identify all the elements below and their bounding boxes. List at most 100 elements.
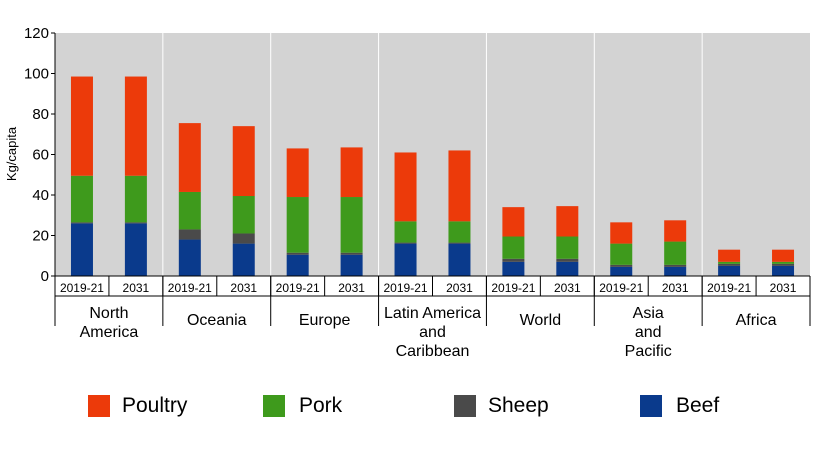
bar-beef xyxy=(124,223,147,276)
x-group-label: World xyxy=(520,312,562,329)
x-group-label-line: Asia xyxy=(633,305,664,322)
bar-sheep xyxy=(232,233,255,244)
bar-beef xyxy=(286,254,309,276)
x-group-label-line: Caribbean xyxy=(396,343,470,360)
legend-label-sheep: Sheep xyxy=(488,394,549,417)
bar-pork xyxy=(610,243,633,265)
x-group-label-line: World xyxy=(520,312,562,329)
bar-sheep xyxy=(718,263,741,266)
bar-pork xyxy=(556,236,579,259)
plot-background xyxy=(55,33,810,276)
bar-beef xyxy=(340,254,363,276)
bar-sheep xyxy=(70,222,93,224)
legend-label-beef: Beef xyxy=(676,394,720,417)
bar-pork xyxy=(178,191,201,230)
pork-swatch xyxy=(263,395,285,417)
y-tick-label: 100 xyxy=(24,66,49,83)
x-category-label: 2019-21 xyxy=(599,281,643,295)
bar-sheep xyxy=(664,264,687,267)
bar-sheep xyxy=(286,252,309,255)
bar-beef xyxy=(718,265,741,276)
bar-poultry xyxy=(718,249,741,262)
x-group-label: Asia and Pacific xyxy=(625,305,672,360)
bar-sheep xyxy=(772,263,795,266)
bar-beef xyxy=(502,261,525,276)
y-tick-label: 20 xyxy=(32,228,49,245)
x-group-label-line: Pacific xyxy=(625,343,672,360)
bar-sheep xyxy=(448,242,471,244)
bar-poultry xyxy=(286,148,309,198)
bar-pork xyxy=(448,221,471,243)
bar-pork xyxy=(70,175,93,223)
bar-poultry xyxy=(340,147,363,198)
x-group-label-line: and xyxy=(419,324,446,341)
bar-sheep xyxy=(610,264,633,267)
bar-sheep xyxy=(556,258,579,262)
bar-poultry xyxy=(232,126,255,197)
y-tick-label: 60 xyxy=(32,147,49,164)
x-category-label: 2031 xyxy=(770,281,797,295)
bar-beef xyxy=(610,266,633,276)
legend-item-poultry: Poultry xyxy=(88,388,187,424)
bar-sheep xyxy=(394,242,417,244)
bar-pork xyxy=(502,236,525,259)
bar-pork xyxy=(664,241,687,265)
x-category-label: 2019-21 xyxy=(168,281,212,295)
bar-poultry xyxy=(124,76,147,176)
bar-beef xyxy=(448,243,471,276)
bar-pork xyxy=(394,221,417,243)
bar-beef xyxy=(232,243,255,276)
x-category-label: 2031 xyxy=(230,281,257,295)
bar-sheep xyxy=(124,222,147,224)
bar-pork xyxy=(124,175,147,223)
x-category-label: 2031 xyxy=(554,281,581,295)
bar-pork xyxy=(286,197,309,253)
bar-beef xyxy=(772,265,795,276)
legend: Poultry Pork Sheep Beef xyxy=(0,388,820,428)
bar-poultry xyxy=(664,220,687,242)
x-category-label: 2019-21 xyxy=(707,281,751,295)
bar-beef xyxy=(394,243,417,276)
bar-beef xyxy=(70,223,93,276)
bar-sheep xyxy=(340,252,363,255)
x-group-label-line: Europe xyxy=(299,312,351,329)
x-group-label-line: America xyxy=(80,324,139,341)
legend-label-pork: Pork xyxy=(299,394,343,417)
x-category-label: 2019-21 xyxy=(60,281,104,295)
bar-poultry xyxy=(394,152,417,222)
legend-item-sheep: Sheep xyxy=(454,388,549,424)
x-category-label: 2031 xyxy=(662,281,689,295)
x-group-label: Africa xyxy=(736,312,777,329)
x-group-label-line: Oceania xyxy=(187,312,247,329)
x-category-label: 2031 xyxy=(446,281,473,295)
bar-pork xyxy=(772,261,795,264)
x-group-label-line: Latin America xyxy=(384,305,481,322)
x-category-label: 2031 xyxy=(338,281,365,295)
x-group-label: Oceania xyxy=(187,312,247,329)
y-tick-label: 40 xyxy=(32,187,49,204)
x-category-label: 2031 xyxy=(123,281,150,295)
sheep-swatch xyxy=(454,395,476,417)
y-tick-label: 0 xyxy=(41,268,49,285)
bar-poultry xyxy=(70,76,93,176)
y-axis-label: Kg/capita xyxy=(4,126,19,181)
legend-item-beef: Beef xyxy=(640,388,719,424)
legend-item-pork: Pork xyxy=(263,388,342,424)
bar-beef xyxy=(556,261,579,276)
x-group-label-line: North xyxy=(89,305,128,322)
poultry-swatch xyxy=(88,395,110,417)
legend-label-poultry: Poultry xyxy=(122,394,188,417)
bar-pork xyxy=(232,196,255,234)
x-group-label-line: Africa xyxy=(736,312,777,329)
x-group-label: North America xyxy=(80,305,139,341)
bar-poultry xyxy=(502,207,525,237)
y-tick-label: 80 xyxy=(32,106,49,123)
bar-poultry xyxy=(448,150,471,222)
bar-poultry xyxy=(178,123,201,192)
bar-pork xyxy=(718,261,741,264)
bar-poultry xyxy=(772,249,795,262)
x-group-label: Europe xyxy=(299,312,351,329)
bar-poultry xyxy=(556,206,579,237)
x-category-label: 2019-21 xyxy=(491,281,535,295)
